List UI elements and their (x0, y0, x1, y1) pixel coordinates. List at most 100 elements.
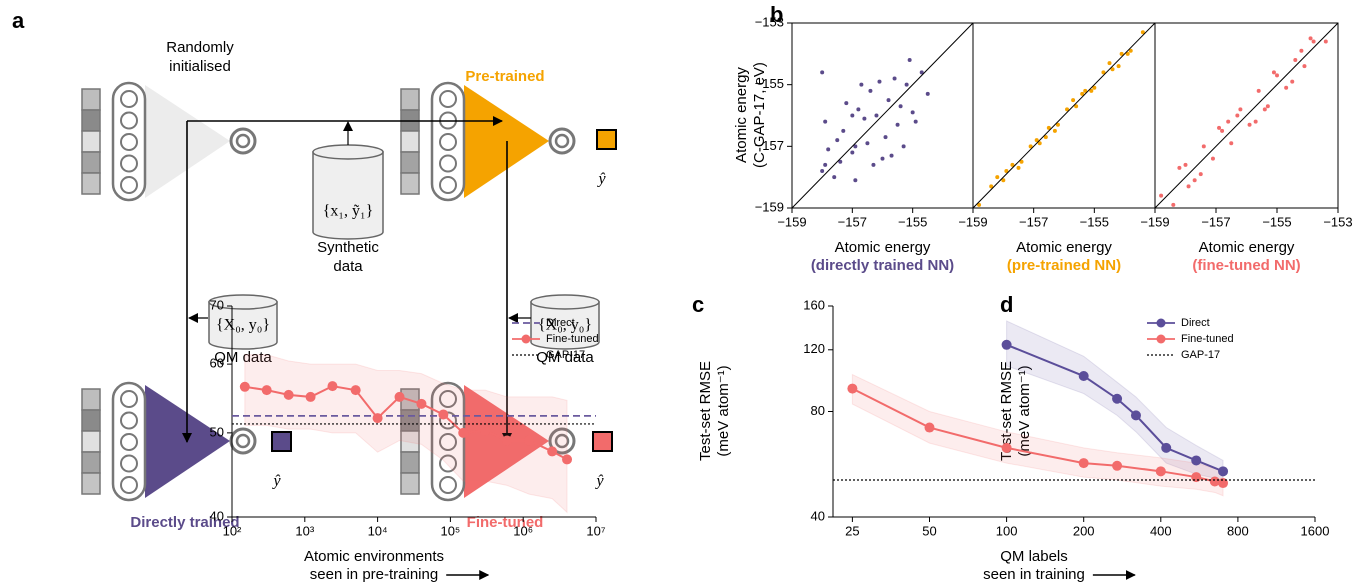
point (1302, 64, 1307, 69)
feature-cell (81, 109, 101, 132)
point (889, 153, 894, 158)
point (1186, 184, 1191, 189)
line (244, 385, 568, 461)
point (1229, 141, 1234, 146)
point (850, 113, 855, 118)
neuron (439, 133, 457, 151)
x-tick-label: 400 (1150, 523, 1172, 538)
point (1140, 30, 1145, 35)
x-tick-label: −153 (1323, 214, 1352, 229)
point (1220, 128, 1225, 133)
x-tick-label: 10⁷ (586, 523, 605, 538)
legend-label: Direct (1181, 317, 1210, 329)
x-tick-label: 1600 (1301, 523, 1330, 538)
point (283, 389, 294, 400)
point (1116, 64, 1121, 69)
legend-swatch (1156, 318, 1166, 328)
feature-cell (81, 451, 101, 474)
point (1130, 410, 1141, 421)
point (892, 76, 897, 81)
y-tick-label: −157 (755, 138, 784, 153)
point (1271, 70, 1276, 75)
point (841, 128, 846, 133)
x-tick-label: 10⁵ (440, 523, 460, 538)
point (1155, 466, 1166, 477)
y-axis-label: Atomic energy (733, 67, 750, 163)
label: QM data (214, 349, 272, 366)
y-axis-label: Test-set RMSE (697, 361, 714, 461)
y-tick-label: 160 (803, 297, 825, 312)
point (1238, 107, 1243, 112)
neuron (120, 390, 138, 408)
label: data (333, 258, 363, 275)
point (823, 162, 828, 167)
point (910, 110, 915, 115)
parity-line (791, 22, 974, 209)
x-tick-label: 10² (223, 523, 242, 538)
point (1262, 107, 1267, 112)
feature-cell (81, 472, 101, 495)
point (1265, 104, 1270, 109)
point (865, 141, 870, 146)
point (1299, 48, 1304, 53)
x-tick-label: 800 (1227, 523, 1249, 538)
point (1201, 144, 1206, 149)
label: initialised (169, 58, 231, 75)
x-tick-label: 100 (996, 523, 1018, 538)
x-axis-label: Atomic energy (1016, 239, 1112, 256)
point (925, 91, 930, 96)
point (877, 79, 882, 84)
point (856, 107, 861, 112)
parity-line (972, 22, 1156, 209)
feature-cell (400, 172, 420, 195)
point (895, 122, 900, 127)
output-node (235, 133, 251, 149)
feature-cell (400, 88, 420, 111)
point (823, 119, 828, 124)
point (523, 435, 534, 446)
x-tick-label: −159 (777, 214, 806, 229)
point (1253, 119, 1258, 124)
point (1080, 91, 1085, 96)
legend-label: GAP-17 (546, 349, 585, 361)
label: Pre-trained (465, 68, 544, 85)
x-axis-label: seen in training (983, 566, 1085, 583)
point (1083, 88, 1088, 93)
point (826, 147, 831, 152)
feature-cell (81, 130, 101, 153)
point (868, 88, 873, 93)
point (850, 150, 855, 155)
point (847, 383, 858, 394)
point (1290, 79, 1295, 84)
point (1275, 73, 1279, 78)
feature-cell (81, 151, 101, 174)
y-tick-label: 50 (210, 424, 224, 439)
output-box (592, 431, 613, 452)
point (1074, 104, 1079, 109)
point (919, 70, 924, 75)
feature-cell (81, 388, 101, 411)
x-tick-label: −155 (1080, 214, 1109, 229)
x-tick-label: −157 (1201, 214, 1230, 229)
y-tick-label: 120 (803, 341, 825, 356)
y-tick-label: 60 (210, 356, 224, 371)
x-axis-label: QM labels (1000, 548, 1068, 565)
point (394, 391, 405, 402)
neuron (439, 90, 457, 108)
point (862, 116, 867, 121)
panel-label: a (12, 8, 25, 33)
point (502, 435, 513, 446)
x-axis-label: Atomic energy (1199, 239, 1295, 256)
point (820, 70, 825, 75)
y-axis-label: (meV atom⁻¹) (1016, 365, 1033, 456)
panel-label: c (692, 292, 704, 317)
x-tick-label: −159 (958, 214, 987, 229)
feature-cell (81, 88, 101, 111)
feature-cell (81, 430, 101, 453)
neuron (120, 411, 138, 430)
point (838, 159, 843, 164)
point (1161, 442, 1172, 453)
point (1001, 339, 1012, 350)
y-tick-label: −159 (755, 199, 784, 214)
